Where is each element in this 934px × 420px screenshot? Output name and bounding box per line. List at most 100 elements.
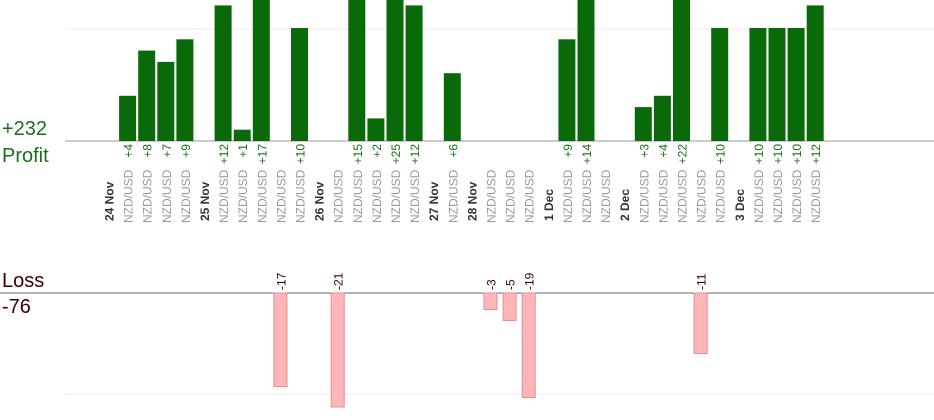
loss-label: Loss bbox=[2, 270, 45, 292]
pair-label: NZD/USD bbox=[790, 169, 804, 223]
loss-value-label: -19 bbox=[523, 272, 537, 290]
profit-bar bbox=[176, 39, 194, 141]
pair-label: NZD/USD bbox=[580, 169, 594, 223]
profit-bar bbox=[711, 28, 729, 141]
profit-bar bbox=[386, 0, 404, 141]
pair-label: NZD/USD bbox=[332, 169, 346, 223]
pair-label: NZD/USD bbox=[714, 169, 728, 223]
pair-label: NZD/USD bbox=[637, 169, 651, 223]
day-label: 26 Nov bbox=[313, 181, 327, 221]
loss-value-label: -17 bbox=[274, 272, 288, 290]
profit-value-label: +12 bbox=[809, 144, 823, 165]
day-label: 2 Dec bbox=[618, 189, 632, 221]
loss-value-label: -21 bbox=[332, 272, 346, 290]
profit-bar bbox=[157, 61, 175, 141]
profit-bar bbox=[558, 39, 576, 141]
profit-value-label: +7 bbox=[160, 144, 174, 158]
pair-label: NZD/USD bbox=[485, 169, 499, 223]
pair-label: NZD/USD bbox=[446, 169, 460, 223]
pair-label: NZD/USD bbox=[599, 169, 613, 223]
profit-value-label: +2 bbox=[370, 144, 384, 158]
pair-label: NZD/USD bbox=[504, 169, 518, 223]
day-label: 3 Dec bbox=[733, 189, 747, 221]
profit-value-label: +10 bbox=[790, 144, 804, 165]
day-label: 28 Nov bbox=[465, 181, 479, 221]
profit-value-label: +14 bbox=[580, 144, 594, 165]
profit-value-label: +10 bbox=[714, 144, 728, 165]
profit-value-label: +4 bbox=[656, 144, 670, 158]
loss-bar bbox=[693, 292, 708, 354]
day-label: 24 Nov bbox=[103, 181, 117, 221]
profit-value-label: +10 bbox=[294, 144, 308, 165]
pair-label: NZD/USD bbox=[274, 169, 288, 223]
pair-label: NZD/USD bbox=[160, 169, 174, 223]
pair-label: NZD/USD bbox=[695, 169, 709, 223]
pair-label: NZD/USD bbox=[656, 169, 670, 223]
loss-bar bbox=[330, 292, 345, 408]
profit-value-label: +12 bbox=[217, 144, 231, 165]
pair-label: NZD/USD bbox=[351, 169, 365, 223]
profit-value-label: +25 bbox=[389, 144, 403, 165]
loss-value-label: -5 bbox=[504, 279, 518, 290]
profit-bar bbox=[405, 5, 423, 142]
profit-bar bbox=[749, 28, 767, 141]
pair-label: NZD/USD bbox=[408, 169, 422, 223]
profit-value-label: +15 bbox=[351, 144, 365, 165]
profit-bar bbox=[787, 28, 805, 141]
pair-label: NZD/USD bbox=[752, 169, 766, 223]
pair-label: NZD/USD bbox=[255, 169, 269, 223]
profit-bar bbox=[577, 0, 595, 141]
profit-value-label: +9 bbox=[561, 144, 575, 158]
profit-value-label: +17 bbox=[255, 144, 269, 165]
pair-label: NZD/USD bbox=[294, 169, 308, 223]
profit-bar bbox=[806, 5, 824, 142]
profit-value-label: +10 bbox=[771, 144, 785, 165]
profit-value-label: +10 bbox=[752, 144, 766, 165]
pair-label: NZD/USD bbox=[217, 169, 231, 223]
pair-label: NZD/USD bbox=[122, 169, 136, 223]
profit-total: +232 bbox=[2, 118, 48, 140]
profit-bar bbox=[653, 95, 671, 141]
profit-value-label: +1 bbox=[236, 144, 250, 158]
pair-label: NZD/USD bbox=[370, 169, 384, 223]
loss-value-label: -3 bbox=[485, 279, 499, 290]
profit-bar bbox=[634, 107, 652, 141]
profit-label: Profit bbox=[2, 145, 49, 167]
loss-bar bbox=[273, 292, 288, 387]
loss-value-label: -11 bbox=[695, 273, 709, 290]
profit-value-label: +3 bbox=[637, 144, 651, 158]
loss-bar bbox=[521, 292, 536, 398]
day-label: 1 Dec bbox=[542, 189, 556, 221]
pair-label: NZD/USD bbox=[523, 169, 537, 223]
profit-bar bbox=[138, 50, 156, 141]
profit-bar bbox=[673, 0, 690, 141]
loss-total: -76 bbox=[2, 296, 31, 318]
loss-bar bbox=[502, 292, 517, 321]
profit-bar bbox=[119, 95, 137, 141]
pair-label: NZD/USD bbox=[809, 169, 823, 223]
profit-bar bbox=[768, 28, 786, 141]
pair-label: NZD/USD bbox=[389, 169, 403, 223]
profit-bar bbox=[214, 5, 232, 142]
profit-bar bbox=[367, 118, 385, 141]
loss-bar bbox=[483, 292, 498, 310]
pair-label: NZD/USD bbox=[236, 169, 250, 223]
pair-label: NZD/USD bbox=[561, 169, 575, 223]
profit-bar bbox=[291, 28, 308, 141]
pair-label: NZD/USD bbox=[141, 169, 155, 223]
profit-value-label: +8 bbox=[141, 144, 155, 158]
pair-label: NZD/USD bbox=[771, 169, 785, 223]
pair-label: NZD/USD bbox=[179, 169, 193, 223]
pair-label: NZD/USD bbox=[676, 169, 690, 223]
day-label: 27 Nov bbox=[427, 181, 441, 221]
profit-value-label: +9 bbox=[179, 144, 193, 158]
profit-bar bbox=[233, 129, 251, 141]
profit-value-label: +22 bbox=[676, 144, 690, 165]
profit-bar bbox=[252, 0, 270, 141]
profit-bar bbox=[443, 73, 461, 141]
profit-value-label: +4 bbox=[122, 144, 136, 158]
day-label: 25 Nov bbox=[198, 181, 212, 221]
profit-value-label: +6 bbox=[446, 144, 460, 158]
profit-value-label: +12 bbox=[408, 144, 422, 165]
